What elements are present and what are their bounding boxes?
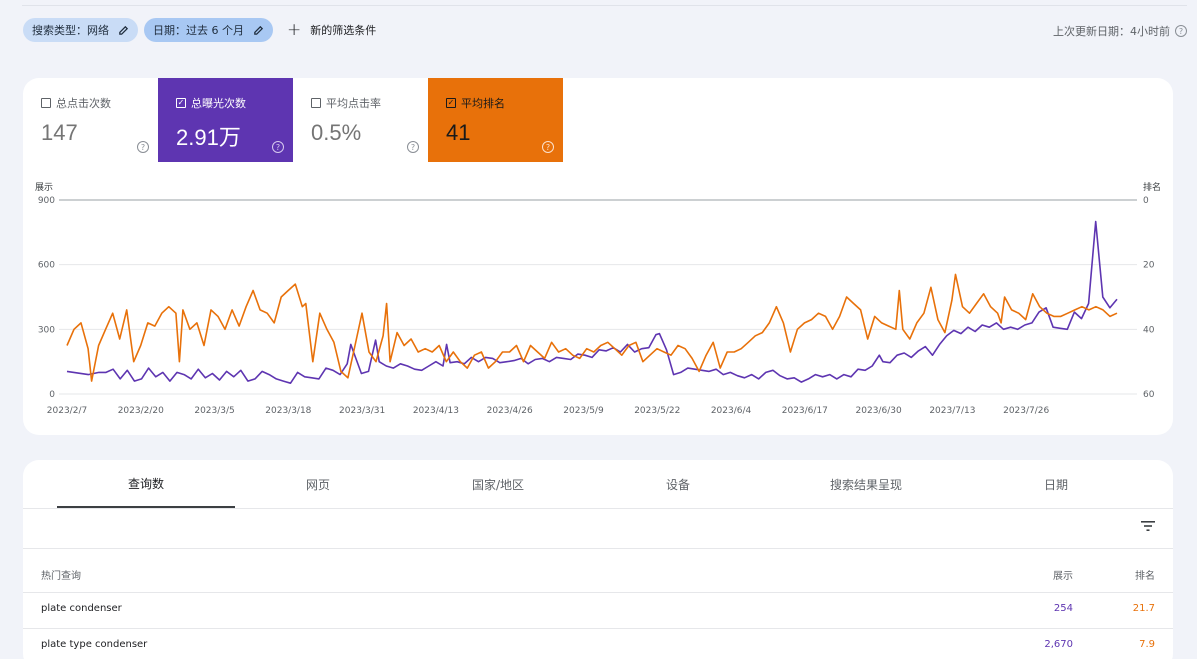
metric-total-impressions[interactable]: ✓ 总曝光次数 2.91万 ? [158,78,293,162]
impressions-series-line [66,220,1118,384]
checkbox-icon[interactable] [311,98,321,108]
left-tick-label: 900 [38,196,55,206]
left-tick-label: 0 [49,390,55,400]
x-tick-label: 2023/6/30 [856,406,902,416]
table-row[interactable]: plate condenser 254 21.7 [23,592,1173,628]
x-tick-label: 2023/3/5 [194,406,234,416]
top-divider [22,5,1187,6]
right-axis-title: 排名 [1143,181,1161,193]
x-tick-label: 2023/4/13 [413,406,459,416]
metric-label: 总曝光次数 [191,97,246,110]
metric-label: 平均排名 [461,97,505,110]
performance-line-chart: 展示 排名 900 600 300 0 0 20 40 60 2023/2/7 2023/2/20 20… [35,181,1161,416]
metric-total-clicks[interactable]: 总点击次数 147 ? [23,78,158,162]
help-icon[interactable]: ? [137,141,149,153]
edit-pencil-icon [119,25,129,35]
x-tick-label: 2023/6/17 [782,406,828,416]
x-tick-label: 2023/7/26 [1003,406,1049,416]
plus-icon: + [287,19,302,40]
right-tick-label: 60 [1143,390,1155,400]
divider [23,628,1173,629]
metric-label: 平均点击率 [326,97,381,110]
left-axis-title: 展示 [35,182,53,193]
last-updated: 上次更新日期：4小时前 ? [1053,23,1187,39]
column-header-impressions[interactable]: 展示 [1053,571,1073,582]
x-tick-label: 2023/4/26 [487,406,533,416]
metric-average-position[interactable]: ✓ 平均排名 41 ? [428,78,563,162]
x-tick-label: 2023/2/20 [118,406,164,416]
checkbox-icon[interactable] [41,98,51,108]
x-tick-label: 2023/7/13 [929,406,975,416]
filter-rows-icon[interactable] [1141,520,1155,532]
metric-value: 0.5% [311,120,362,145]
query-cell: plate condenser [41,603,122,614]
impressions-cell: 254 [1053,603,1073,614]
tab-pages[interactable]: 网页 [305,477,330,492]
query-cell: plate type condenser [41,639,148,650]
help-icon[interactable]: ? [272,141,284,153]
filter-chip-search-type[interactable]: 搜索类型：网络 [23,18,138,42]
help-icon[interactable]: ? [407,141,419,153]
edit-pencil-icon [254,25,264,35]
tab-search-appearance[interactable]: 搜索结果呈现 [829,477,902,492]
right-tick-label: 0 [1143,196,1149,206]
tab-dates[interactable]: 日期 [1043,477,1068,492]
right-tick-label: 20 [1143,261,1155,271]
left-tick-label: 300 [38,325,55,335]
position-series-line [66,273,1118,382]
x-tick-label: 2023/6/4 [711,406,752,416]
x-tick-label: 2023/3/31 [339,406,385,416]
performance-chart-card: 总点击次数 147 ? ✓ 总曝光次数 2.91万 ? 平均点击率 0.5% ? … [23,78,1173,435]
position-cell: 7.9 [1139,639,1155,650]
queries-table-card: 查询数 网页 国家/地区 设备 搜索结果呈现 日期 热门查询 展示 排名 pla… [23,460,1173,659]
right-tick-label: 40 [1143,325,1155,335]
x-tick-label: 2023/5/9 [563,406,604,416]
table-header: 热门查询 展示 排名 [23,549,1173,593]
tab-devices[interactable]: 设备 [665,477,690,492]
metric-average-ctr[interactable]: 平均点击率 0.5% ? [293,78,428,162]
tab-countries[interactable]: 国家/地区 [471,477,525,492]
add-filter-button[interactable]: + 新的筛选条件 [287,19,377,40]
table-row[interactable]: plate type condenser 2,670 7.9 [23,628,1173,659]
dimension-tabs: 查询数 网页 国家/地区 设备 搜索结果呈现 日期 [23,460,1173,509]
filter-bar: 搜索类型：网络 日期：过去 6 个月 + 新的筛选条件 [23,18,376,42]
filter-chip-label: 搜索类型：网络 [32,24,109,37]
x-tick-label: 2023/2/7 [47,406,87,416]
metric-label: 总点击次数 [56,97,111,110]
checkbox-checked-icon[interactable]: ✓ [446,98,456,108]
last-updated-text: 上次更新日期：4小时前 [1053,25,1170,38]
add-filter-label: 新的筛选条件 [310,24,377,37]
impressions-cell: 2,670 [1044,639,1073,650]
x-tick-label: 2023/3/18 [265,406,311,416]
column-header-position[interactable]: 排名 [1135,571,1155,582]
x-tick-label: 2023/5/22 [634,406,680,416]
metric-value: 147 [41,120,78,145]
help-icon[interactable]: ? [1175,25,1187,37]
tab-queries[interactable]: 查询数 [57,460,235,508]
position-cell: 21.7 [1132,603,1155,614]
help-icon[interactable]: ? [542,141,554,153]
left-tick-label: 600 [38,261,55,271]
divider [23,592,1173,593]
checkbox-checked-icon[interactable]: ✓ [176,98,186,108]
filter-chip-label: 日期：过去 6 个月 [153,24,244,37]
column-header-query[interactable]: 热门查询 [41,571,81,582]
filter-chip-date[interactable]: 日期：过去 6 个月 [144,18,273,42]
metric-value: 2.91万 [176,125,241,150]
metric-cards: 总点击次数 147 ? ✓ 总曝光次数 2.91万 ? 平均点击率 0.5% ? … [23,78,563,162]
metric-value: 41 [446,120,471,145]
divider [23,548,1173,549]
